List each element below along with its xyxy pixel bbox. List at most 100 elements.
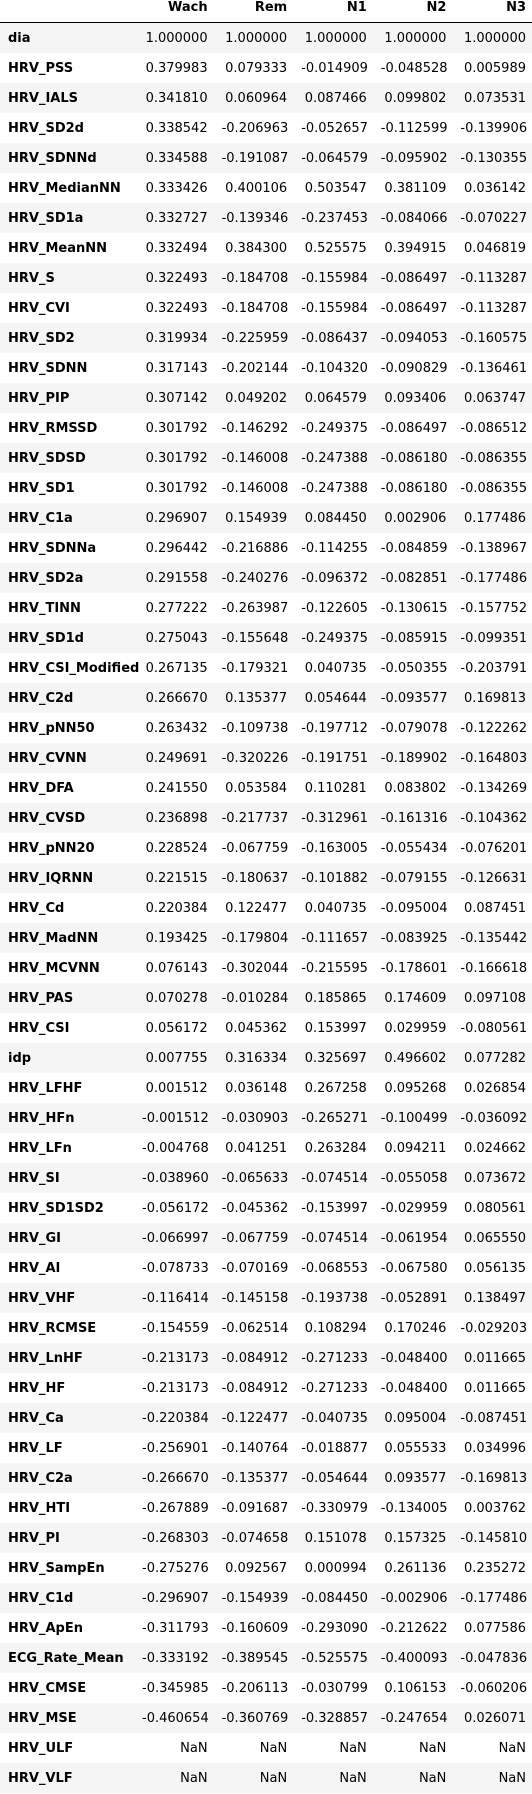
table-cell: -0.050355 [380,660,448,676]
table-cell: -0.104362 [460,810,528,826]
table-cell: 0.056135 [463,1260,526,1276]
row-label: HRV_ULF [8,1740,74,1756]
table-cell: 0.095004 [384,1410,447,1426]
table-cell: -0.067759 [221,840,289,856]
table-cell: -0.330979 [301,1500,368,1516]
table-cell: 0.087451 [463,900,526,916]
table-cell: -0.090829 [380,360,448,376]
table-cell: NaN [180,1740,208,1756]
table-cell: 0.093406 [384,390,447,406]
table-row: HRV_PI -0.268303 -0.074658 0.151078 0.157325… [0,1523,532,1553]
table-row: HRV_HF -0.213173 -0.084912 -0.271233 -0.0484… [0,1373,532,1403]
table-cell: 0.235272 [463,1560,526,1576]
table-cell: -0.084912 [221,1350,289,1366]
table-cell: -0.048528 [380,60,448,76]
row-label: HRV_CVNN [8,750,87,766]
table-cell: -0.212622 [380,1620,448,1636]
table-row: HRV_PAS 0.070278 -0.010284 0.185865 0.174609… [0,983,532,1013]
table-cell: -0.004768 [142,1140,209,1156]
table-header: Wach Rem N1 N2 N3 [0,0,532,23]
table-cell: 0.503547 [304,180,367,196]
table-cell: 0.267135 [145,660,208,676]
table-cell: -0.029959 [380,1200,448,1216]
table-cell: -0.036092 [460,1110,528,1126]
table-cell: -0.086355 [460,450,528,466]
table-cell: -0.109738 [221,720,289,736]
table-cell: 0.084450 [304,510,367,526]
row-label: HRV_HF [8,1380,66,1396]
table-row: HRV_SD1d 0.275043 -0.155648 -0.249375 -0.085… [0,623,532,653]
table-cell: -0.095004 [380,900,448,916]
table-cell: -0.184708 [221,300,289,316]
table-cell: NaN [418,1740,447,1756]
table-row: HRV_PSS 0.379983 0.079333 -0.014909 -0.04852… [0,53,532,83]
table-cell: -0.134269 [460,780,528,796]
row-label: HRV_LFn [8,1140,72,1156]
table-cell: -0.074514 [301,1230,368,1246]
table-cell: -0.400093 [380,1650,448,1666]
row-label: HRV_CMSE [8,1680,87,1696]
table-cell: -0.067580 [380,1260,448,1276]
table-row: HRV_RMSSD 0.301792 -0.146292 -0.249375 -0.08… [0,413,532,443]
table-cell: 0.379983 [145,60,208,76]
row-label: HRV_IALS [8,90,78,106]
column-header: Rem [213,0,294,23]
table-row: HRV_CVI 0.322493 -0.184708 -0.155984 -0.0864… [0,293,532,323]
table-cell: -0.203791 [460,660,528,676]
table-cell: -0.018877 [301,1440,368,1456]
table-cell: 0.065550 [463,1230,526,1246]
table-cell: -0.155984 [301,300,368,316]
row-label: HRV_DFA [8,780,74,796]
table-row: HRV_MCVNN 0.076143 -0.302044 -0.215595 -0.17… [0,953,532,983]
table-cell: 0.034996 [463,1440,526,1456]
table-cell: -0.104320 [301,360,368,376]
table-row: HRV_SDNNa 0.296442 -0.216886 -0.114255 -0.08… [0,533,532,563]
table-cell: 0.070278 [145,990,208,1006]
table-cell: 0.193425 [145,930,208,946]
table-cell: -0.136461 [460,360,528,376]
table-cell: -0.094053 [380,330,448,346]
table-cell: 0.169813 [463,690,526,706]
table-cell: 0.400106 [225,180,288,196]
table-cell: -0.074514 [301,1170,368,1186]
table-cell: -0.311793 [142,1620,209,1636]
table-cell: -0.237453 [301,210,368,226]
table-cell: -0.217737 [221,810,289,826]
table-cell: -0.333192 [142,1650,209,1666]
table-cell: -0.271233 [301,1380,368,1396]
row-label: HRV_pNN50 [8,720,95,736]
table-cell: -0.099351 [460,630,528,646]
table-row: HRV_HFn -0.001512 -0.030903 -0.265271 -0.100… [0,1103,532,1133]
table-cell: -0.525575 [301,1650,368,1666]
row-label: HRV_MCVNN [8,960,100,976]
row-label: HRV_SampEn [8,1560,105,1576]
table-cell: 0.241550 [145,780,208,796]
row-label: HRV_CVSD [8,810,86,826]
table-cell: -0.074658 [221,1530,289,1546]
table-row: HRV_SampEn -0.275276 0.092567 0.000994 0.261… [0,1553,532,1583]
table-cell: -0.130355 [460,150,528,166]
table-cell: 0.077282 [463,1050,526,1066]
table-cell: 0.266670 [145,690,208,706]
column-header: N1 [293,0,373,23]
row-label: HRV_LF [8,1440,63,1456]
table-cell: 0.092567 [225,1560,288,1576]
table-cell: 0.108294 [304,1320,367,1336]
index-header [0,0,134,23]
table-cell: 0.007755 [145,1050,208,1066]
table-cell: 0.332727 [145,210,208,226]
table-row: HRV_AI -0.078733 -0.070169 -0.068553 -0.0675… [0,1253,532,1283]
table-cell: -0.048400 [380,1350,448,1366]
table-cell: -0.076201 [460,840,528,856]
table-cell: 0.525575 [304,240,367,256]
row-label: HRV_SDSD [8,450,86,466]
table-cell: -0.135377 [221,1470,289,1486]
table-cell: -0.275276 [142,1560,209,1576]
column-header: N2 [372,0,453,23]
table-row: HRV_SD2d 0.338542 -0.206963 -0.052657 -0.112… [0,113,532,143]
table-cell: 0.122477 [225,900,288,916]
table-cell: -0.056172 [142,1200,209,1216]
table-cell: -0.240276 [221,570,289,586]
table-cell: 0.049202 [225,390,288,406]
table-cell: 0.073672 [463,1170,526,1186]
